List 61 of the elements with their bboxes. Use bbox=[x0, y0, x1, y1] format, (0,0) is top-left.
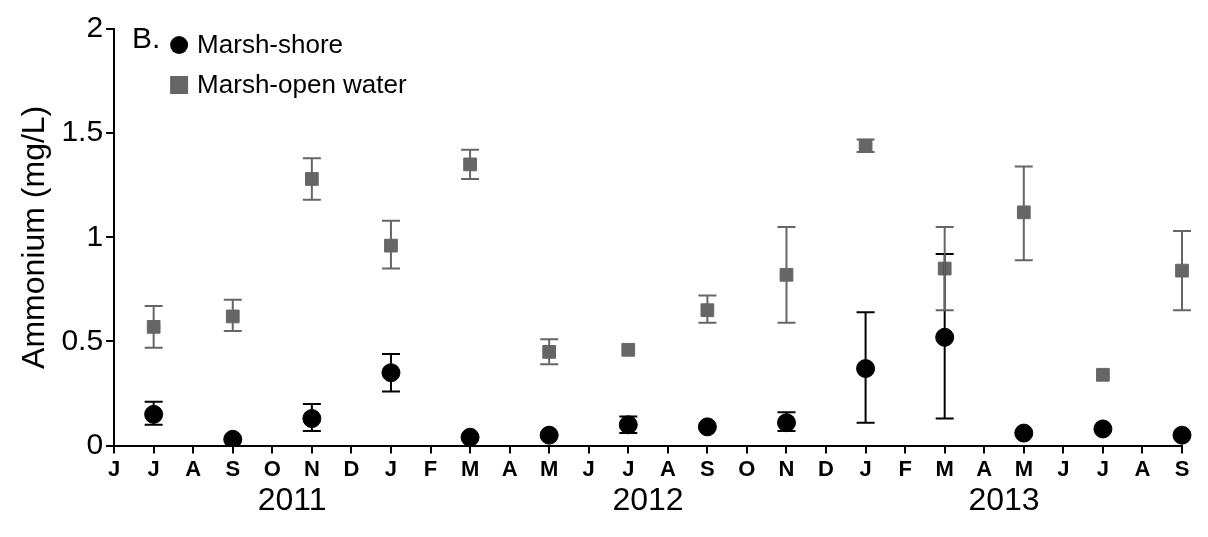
y-tick-label: 0.5 bbox=[61, 322, 104, 356]
x-tick-label: M bbox=[540, 455, 559, 481]
point bbox=[621, 342, 636, 357]
point bbox=[146, 320, 161, 334]
x-tick-label: N bbox=[303, 455, 320, 481]
x-tick-label: M bbox=[1014, 455, 1033, 481]
x-tick-label: D bbox=[343, 455, 360, 481]
text: 2012 bbox=[612, 481, 684, 518]
point bbox=[700, 303, 715, 318]
text: 2011 bbox=[257, 481, 327, 518]
x-tick-label: J bbox=[1057, 455, 1070, 481]
point bbox=[463, 157, 477, 172]
point bbox=[856, 359, 876, 379]
x-tick-label: A bbox=[659, 455, 676, 481]
x-tick-label: A bbox=[185, 455, 202, 481]
x-tick-label: A bbox=[976, 455, 993, 481]
x-tick-label: M bbox=[460, 455, 480, 481]
point bbox=[697, 417, 717, 437]
x-tick-label: J bbox=[147, 455, 160, 481]
point bbox=[1014, 423, 1034, 443]
x-tick-label: J bbox=[859, 455, 872, 481]
x-tick-label: F bbox=[898, 455, 912, 481]
x-tick-label: D bbox=[818, 455, 834, 481]
x-tick-label: O bbox=[738, 455, 756, 481]
point bbox=[1175, 263, 1189, 278]
legend-label: Marsh-shore bbox=[197, 29, 344, 60]
chart-title: B. bbox=[132, 21, 161, 55]
x-tick-label: J bbox=[1096, 455, 1110, 481]
point bbox=[937, 261, 952, 276]
point bbox=[779, 267, 794, 282]
text: 2013 bbox=[968, 481, 1040, 518]
x-tick-label: J bbox=[622, 455, 635, 481]
point bbox=[223, 429, 243, 446]
x-tick-label: A bbox=[501, 455, 518, 481]
y-tick-label: 1.5 bbox=[61, 114, 104, 148]
x-tick-label: J bbox=[384, 455, 398, 481]
x-tick-label: S bbox=[225, 455, 241, 481]
point bbox=[384, 238, 398, 253]
x-tick-label: F bbox=[423, 455, 438, 481]
point bbox=[460, 427, 480, 446]
y-tick-label: 1 bbox=[86, 218, 104, 252]
point bbox=[225, 309, 240, 324]
point bbox=[305, 172, 319, 186]
point bbox=[539, 425, 559, 445]
point bbox=[1172, 425, 1192, 445]
x-tick-label: A bbox=[1134, 455, 1151, 481]
x-tick-label: M bbox=[935, 455, 954, 481]
y-tick-label: 0 bbox=[86, 426, 104, 460]
point bbox=[1016, 205, 1031, 220]
point bbox=[542, 345, 557, 359]
point bbox=[1093, 419, 1113, 439]
x-tick-label: N bbox=[778, 455, 795, 481]
legend-label: Marsh-open water bbox=[197, 69, 407, 100]
point bbox=[1096, 367, 1110, 382]
x-tick-label: J bbox=[582, 455, 595, 481]
y-axis-title: Ammonium (mg/L) bbox=[15, 105, 52, 369]
x-tick-label: S bbox=[1174, 455, 1190, 481]
y-tick-label: 2 bbox=[86, 10, 104, 44]
x-tick-label: O bbox=[263, 455, 281, 481]
x-tick-label: J bbox=[107, 455, 121, 481]
x-tick-label: S bbox=[700, 455, 715, 481]
